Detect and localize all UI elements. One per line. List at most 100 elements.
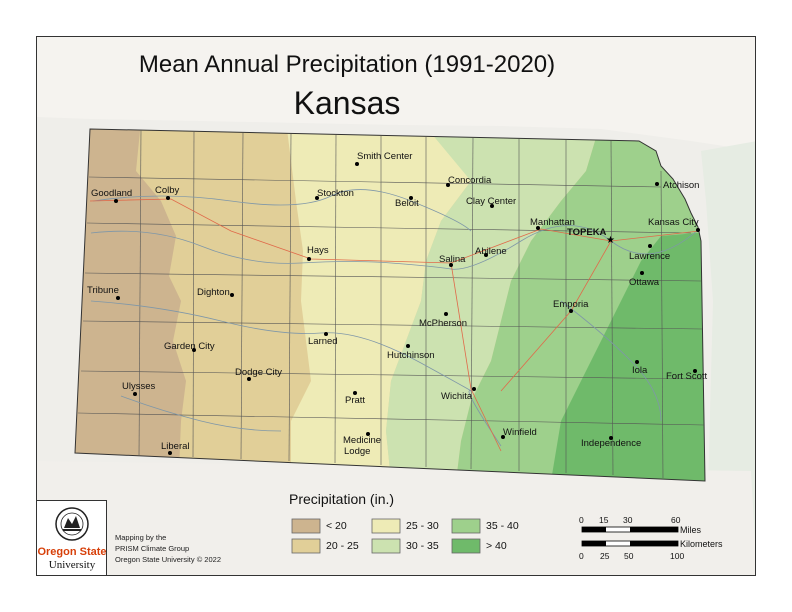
city-dot [446,183,450,187]
scale-miles-15: 15 [599,515,609,525]
city-label: Wichita [441,391,473,402]
city-dot [640,271,644,275]
city-dot [230,293,234,297]
city-label: Winfield [503,427,537,438]
city-label: Pratt [345,395,366,406]
city-dot [366,432,370,436]
city-label: Smith Center [357,151,413,162]
osu-logo: Oregon State University [37,500,107,575]
city-dot [166,196,170,200]
city-dot [315,196,319,200]
city-label: Salina [439,254,466,265]
scale-miles-60: 60 [671,515,681,525]
city-label: Independence [581,438,642,449]
scale-bar [581,526,679,547]
legend-swatches [291,518,481,554]
legend-swatch-35-40 [451,518,481,534]
capital-star-icon: ★ [606,235,615,246]
city-label: Colby [155,185,180,196]
legend-swatch-25-30 [371,518,401,534]
scale-km-25: 25 [600,551,610,561]
map-title: Mean Annual Precipitation (1991-2020) [138,51,556,78]
city-dot [609,436,613,440]
city-dot [501,435,505,439]
city-label: Hutchinson [387,350,435,361]
city-dot [133,392,137,396]
osu-seal-icon [55,507,89,541]
city-dot [490,204,494,208]
precipitation-zones [75,129,705,481]
legend-label-35-40: 35 - 40 [486,520,519,532]
city-dot [307,257,311,261]
city-dot [247,377,251,381]
city-dot [472,387,476,391]
city-label: Clay Center [466,196,517,207]
city-dot [449,263,453,267]
city-label: Manhattan [530,217,575,228]
city-label: Lodge [344,446,371,457]
legend-label-30-35: 30 - 35 [406,540,439,552]
city-label: Kansas City [648,217,699,228]
terrain-south [37,461,755,575]
city-label: Emporia [553,299,589,310]
scale-miles-30: 30 [623,515,633,525]
terrain-north [37,37,755,151]
scale-miles-unit: Miles [680,525,702,535]
city-dot [536,226,540,230]
zone-gt-40 [551,231,705,481]
city-label: Lawrence [629,251,671,262]
legend-label-20-25: 20 - 25 [326,540,359,552]
city-label: Goodland [91,188,133,199]
city-dot [406,344,410,348]
city-label: TOPEKA [567,227,607,238]
city-dot [192,348,196,352]
city-label: Dodge City [235,367,282,378]
city-dot [355,162,359,166]
city-dot [444,312,448,316]
city-label: Garden City [164,341,215,352]
city-dot [116,296,120,300]
state-name: Kansas [293,85,401,121]
rivers [90,189,700,447]
city-label: Ulysses [122,381,156,392]
zone-25-30 [286,129,481,481]
city-label: Larned [308,336,338,347]
city-label: Hays [307,245,329,256]
city-label: Medicine [343,435,382,446]
logo-university: University [48,559,96,571]
zone-30-35 [386,129,601,481]
city-label: Atchison [663,180,700,191]
city-label: Tribune [87,285,119,296]
precipitation-map [37,37,755,575]
scale-km-unit: Kilometers [680,539,723,549]
city-dot [114,199,118,203]
legend-swatch-lt-20 [291,518,321,534]
city-dot [353,391,357,395]
terrain-east [701,141,755,575]
city-label: Stockton [317,188,354,199]
city-dot [409,196,413,200]
city-label: Dighton [197,287,230,298]
city-dot [655,182,659,186]
legend-label-gt-40: > 40 [486,540,507,552]
zone-lt-20 [75,129,186,471]
city-label: Liberal [161,441,190,452]
city-dot [484,253,488,257]
map-frame: Mean Annual Precipitation (1991-2020) Ka… [36,36,756,576]
city-label: Concordia [448,175,492,186]
legend-label-25-30: 25 - 30 [406,520,439,532]
city-dot [324,332,328,336]
city-dot [569,309,573,313]
city-dot [648,244,652,248]
county-lines [74,128,706,482]
city-label: Abilene [475,246,507,257]
legend-swatch-30-35 [371,538,401,554]
city-label: Fort Scott [666,371,708,382]
logo-name: Oregon State [37,546,107,558]
city-dot [635,360,639,364]
city-label: Iola [632,365,648,376]
legend-title: Precipitation (in.) [289,491,395,507]
city-label: Beloit [395,198,419,209]
city-label: McPherson [419,318,468,329]
city-label: Ottawa [629,277,660,288]
